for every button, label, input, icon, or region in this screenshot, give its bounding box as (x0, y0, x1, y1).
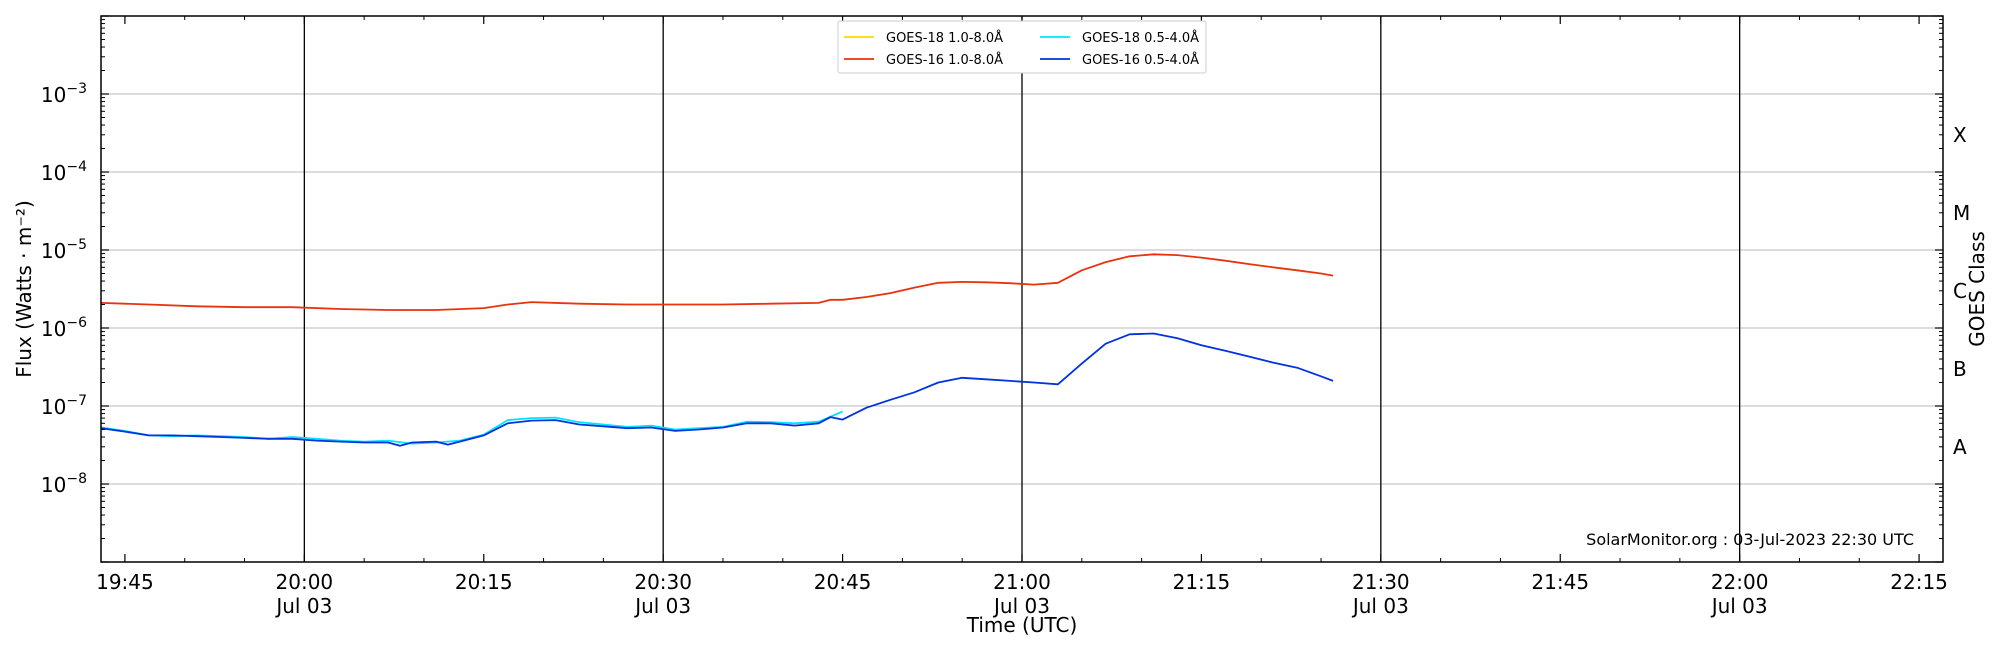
legend-label-1: GOES-18 0.5-4.0Å (1082, 30, 1199, 46)
class-label-a: A (1953, 435, 1967, 459)
y-tick-labels: 10−8 10−7 10−6 10−5 10−4 10−3 (41, 81, 87, 497)
credit-label: SolarMonitor.org : 03-Jul-2023 22:30 UTC (1586, 530, 1914, 549)
x-tick-date-label: Jul 03 (1351, 594, 1409, 618)
x-tick-label: 19:45 (96, 570, 154, 594)
class-label-c: C (1953, 279, 1967, 303)
y-axis-title: Flux (Watts · m⁻²) (12, 200, 36, 378)
x-tick-date-label: Jul 03 (992, 594, 1050, 618)
class-label-m: M (1953, 201, 1970, 225)
x-tick-label: 21:00 (993, 570, 1051, 594)
series-line-2 (100, 253, 1334, 311)
tick-marks (101, 15, 1943, 563)
legend: GOES-18 1.0-8.0Å GOES-16 1.0-8.0Å GOES-18 … (837, 20, 1207, 74)
y-tick-label: 10−6 (41, 315, 87, 341)
y-tick-label: 10−8 (41, 471, 87, 497)
y-tick-label: 10−5 (41, 237, 87, 263)
y-tick-label: 10−4 (41, 159, 87, 185)
x-tick-label: 21:45 (1531, 570, 1589, 594)
x-tick-label: 20:30 (634, 570, 692, 594)
x-tick-label: 22:15 (1890, 570, 1948, 594)
series-line-3 (100, 332, 1334, 447)
vertical-gridlines (303, 16, 1741, 562)
class-label-x: X (1953, 123, 1967, 147)
class-label-b: B (1953, 357, 1967, 381)
y-tick-label: 10−7 (41, 393, 87, 419)
x-tick-label: 21:15 (1173, 570, 1231, 594)
legend-box (837, 20, 1207, 74)
x-tick-date-label: Jul 03 (274, 594, 332, 618)
x-tick-date-label: Jul 03 (1710, 594, 1768, 618)
y2-axis-title: GOES Class (1965, 231, 1989, 347)
legend-label-3: GOES-16 0.5-4.0Å (1082, 52, 1199, 68)
x-tick-date-label: Jul 03 (633, 594, 691, 618)
x-tick-label: 22:00 (1711, 570, 1769, 594)
legend-label-0: GOES-18 1.0-8.0Å (886, 30, 1003, 46)
goes-class-labels: A B C M X (1953, 123, 1970, 459)
x-axis-title: Time (UTC) (966, 613, 1078, 637)
x-tick-label: 20:45 (814, 570, 872, 594)
legend-label-2: GOES-16 1.0-8.0Å (886, 52, 1003, 68)
x-tick-label: 20:00 (276, 570, 334, 594)
series-layer (100, 253, 1334, 447)
x-tick-label: 20:15 (455, 570, 513, 594)
x-tick-label: 21:30 (1352, 570, 1410, 594)
y-tick-label: 10−3 (41, 81, 87, 107)
